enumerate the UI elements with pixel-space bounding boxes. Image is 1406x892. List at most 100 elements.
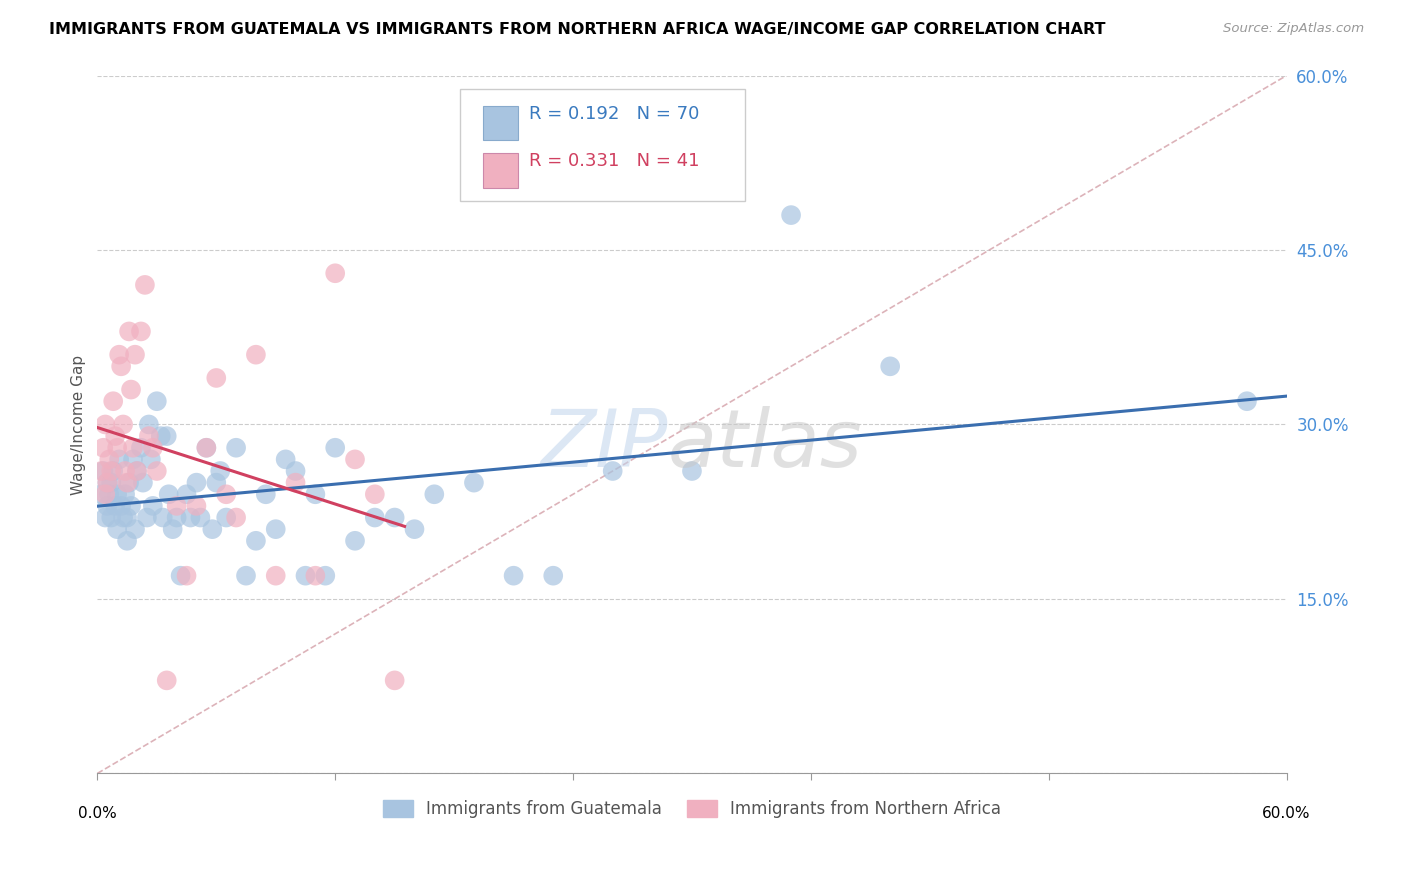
Text: R = 0.192   N = 70: R = 0.192 N = 70 <box>529 105 699 123</box>
Point <box>124 522 146 536</box>
Point <box>142 499 165 513</box>
Point <box>304 487 326 501</box>
Point <box>1236 394 1258 409</box>
Point <box>146 394 169 409</box>
Point <box>879 359 901 374</box>
Point <box>225 510 247 524</box>
Point <box>780 208 803 222</box>
Point <box>110 499 132 513</box>
Point <box>115 533 138 548</box>
Point <box>96 475 118 490</box>
Point <box>115 475 138 490</box>
Point <box>156 673 179 688</box>
Point <box>314 568 336 582</box>
Point <box>94 510 117 524</box>
Point <box>166 499 188 513</box>
Point <box>254 487 277 501</box>
FancyBboxPatch shape <box>460 89 745 201</box>
Point <box>132 475 155 490</box>
Point <box>129 325 152 339</box>
Point <box>112 510 135 524</box>
Point <box>146 464 169 478</box>
Point <box>149 429 172 443</box>
Point <box>264 568 287 582</box>
Point <box>201 522 224 536</box>
Point <box>157 487 180 501</box>
Point <box>681 464 703 478</box>
Point <box>179 510 201 524</box>
Point <box>186 475 208 490</box>
Point <box>176 487 198 501</box>
Point <box>105 487 128 501</box>
Point <box>384 673 406 688</box>
Point <box>104 429 127 443</box>
Point <box>125 464 148 478</box>
Point <box>115 510 138 524</box>
Point <box>122 441 145 455</box>
Point <box>103 464 125 478</box>
Point <box>94 417 117 432</box>
Point <box>190 510 212 524</box>
Point <box>245 533 267 548</box>
Point <box>108 452 131 467</box>
Point <box>304 568 326 582</box>
Point <box>105 441 128 455</box>
Point <box>323 266 346 280</box>
Text: Source: ZipAtlas.com: Source: ZipAtlas.com <box>1223 22 1364 36</box>
Point <box>156 429 179 443</box>
Point <box>124 348 146 362</box>
Point <box>100 464 122 478</box>
Point <box>235 568 257 582</box>
Point <box>100 475 122 490</box>
Point <box>108 348 131 362</box>
Point <box>364 487 387 501</box>
Text: 60.0%: 60.0% <box>1263 806 1310 821</box>
Point <box>423 487 446 501</box>
Point <box>209 464 232 478</box>
Text: IMMIGRANTS FROM GUATEMALA VS IMMIGRANTS FROM NORTHERN AFRICA WAGE/INCOME GAP COR: IMMIGRANTS FROM GUATEMALA VS IMMIGRANTS … <box>49 22 1105 37</box>
Point <box>122 452 145 467</box>
Point <box>96 499 118 513</box>
Point <box>344 452 367 467</box>
Text: ZIP: ZIP <box>541 407 668 484</box>
Point <box>195 441 218 455</box>
Point <box>100 510 122 524</box>
Point <box>205 475 228 490</box>
Point <box>205 371 228 385</box>
Point <box>344 533 367 548</box>
Point <box>384 510 406 524</box>
Point <box>91 464 114 478</box>
Point <box>103 394 125 409</box>
Text: atlas: atlas <box>668 407 863 484</box>
Point <box>110 359 132 374</box>
Point <box>274 452 297 467</box>
Point <box>104 499 127 513</box>
Point <box>215 487 238 501</box>
Point <box>90 464 112 478</box>
Point <box>364 510 387 524</box>
Point <box>120 499 142 513</box>
Point <box>96 475 118 490</box>
Point <box>294 568 316 582</box>
Point <box>98 452 121 467</box>
Point <box>195 441 218 455</box>
Point <box>541 568 564 582</box>
Point <box>118 475 141 490</box>
Point <box>129 441 152 455</box>
Y-axis label: Wage/Income Gap: Wage/Income Gap <box>72 354 86 494</box>
Point <box>138 417 160 432</box>
Point <box>502 568 524 582</box>
Point <box>134 277 156 292</box>
Point <box>138 429 160 443</box>
Point <box>323 441 346 455</box>
FancyBboxPatch shape <box>482 105 519 140</box>
Point <box>186 499 208 513</box>
Point <box>118 325 141 339</box>
Point <box>162 522 184 536</box>
Point <box>114 464 136 478</box>
Point <box>135 510 157 524</box>
Point <box>215 510 238 524</box>
Text: R = 0.331   N = 41: R = 0.331 N = 41 <box>529 153 700 170</box>
Point <box>176 568 198 582</box>
Text: 0.0%: 0.0% <box>77 806 117 821</box>
